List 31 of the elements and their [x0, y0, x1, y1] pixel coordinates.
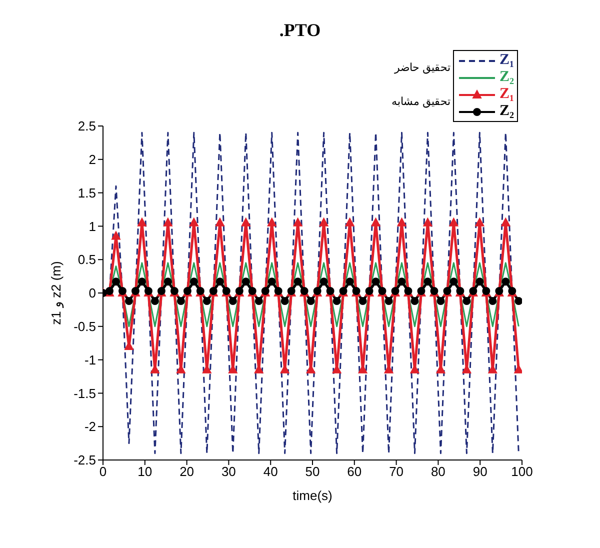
y-tick-label: 0 — [88, 286, 96, 301]
y-tick-label: -2.5 — [74, 452, 96, 468]
x-tick-label: 40 — [263, 464, 278, 480]
x-axis-title: time(s) — [292, 488, 332, 503]
x-tick-label: 90 — [472, 464, 488, 480]
y-tick-label: -0.5 — [74, 319, 96, 334]
legend-label: Z₁ — [499, 52, 514, 69]
x-tick-label: 50 — [305, 464, 320, 480]
legend-label: Z₂ — [499, 103, 514, 120]
y-tick-label: 1.5 — [78, 185, 96, 200]
text: تحقیق مشابه — [390, 95, 452, 108]
x-tick-label: 70 — [389, 464, 404, 480]
x-tick-label: 10 — [138, 464, 152, 480]
x-tick-label: 20 — [180, 464, 194, 480]
legend-label: Z₁ — [499, 86, 514, 103]
chart-title: .PTO — [278, 20, 322, 41]
text: تحقیق حاضر — [393, 61, 452, 74]
y-tick-label: -2 — [84, 419, 96, 434]
x-tick-label: 100 — [511, 464, 533, 480]
x-tick-label: 80 — [430, 464, 446, 480]
y-tick-label: 1 — [88, 218, 96, 234]
y-tick-label: 2 — [88, 152, 96, 168]
legend-label: Z₂ — [499, 69, 514, 86]
y-tick-label: -1 — [84, 352, 96, 368]
x-tick-label: 60 — [347, 464, 362, 480]
x-tick-label: 0 — [99, 464, 107, 480]
y-tick-label: 2.5 — [78, 118, 96, 134]
y-tick-label: 0.5 — [78, 252, 96, 268]
x-tick-label: 30 — [221, 464, 236, 480]
y-tick-label: -1.5 — [74, 386, 96, 401]
y-axis-title: z1 و z2 (m) — [48, 261, 65, 325]
